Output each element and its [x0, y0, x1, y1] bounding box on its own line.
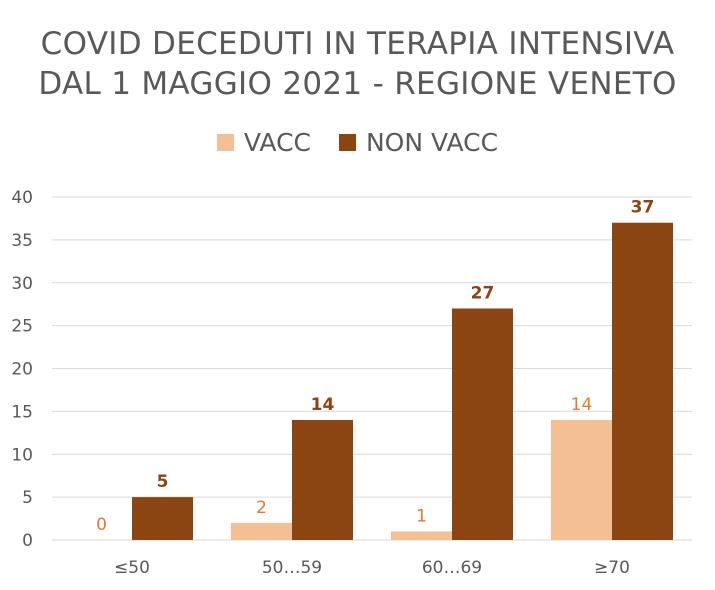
- data-label-vacc: 1: [416, 506, 427, 526]
- bar-nonvacc: [132, 497, 193, 540]
- data-label-nonvacc: 5: [157, 472, 169, 492]
- x-tick-label: 60…69: [422, 558, 482, 578]
- legend-swatch-nonvacc: [338, 134, 356, 151]
- y-tick-label: 35: [11, 231, 33, 251]
- chart-title: COVID DECEDUTI IN TERAPIA INTENSIVA: [40, 26, 675, 62]
- y-tick-label: 40: [11, 188, 33, 208]
- bar-nonvacc: [292, 419, 353, 540]
- data-label-vacc: 0: [96, 515, 107, 535]
- legend-item-vacc: VACC: [216, 128, 311, 157]
- bar-vacc: [391, 531, 452, 540]
- bar-nonvacc: [452, 308, 513, 540]
- bar-vacc: [231, 522, 292, 540]
- y-tick-label: 20: [11, 360, 33, 380]
- y-tick-label: 5: [22, 488, 33, 508]
- y-tick-label: 25: [11, 317, 33, 337]
- data-label-vacc: 2: [256, 498, 267, 518]
- legend-label-nonvacc: NON VACC: [365, 128, 499, 157]
- y-tick-label: 0: [22, 531, 33, 551]
- legend-swatch-vacc: [216, 134, 234, 151]
- data-label-nonvacc: 14: [311, 395, 335, 415]
- data-label-nonvacc: 27: [471, 283, 495, 303]
- bar-vacc: [551, 419, 612, 540]
- y-tick-label: 30: [11, 274, 33, 294]
- chart-subtitle: DAL 1 MAGGIO 2021 - REGIONE VENETO: [38, 66, 677, 102]
- y-tick-label: 15: [11, 402, 33, 422]
- data-label-nonvacc: 37: [631, 198, 655, 218]
- legend-item-nonvacc: NON VACC: [338, 128, 499, 157]
- legend: VACC NON VACC: [0, 128, 715, 157]
- y-tick-label: 10: [11, 445, 33, 465]
- x-tick-label: ≥70: [594, 558, 630, 578]
- x-tick-label: 50…59: [262, 558, 322, 578]
- bar-nonvacc: [612, 222, 673, 540]
- data-label-vacc: 14: [571, 395, 593, 415]
- legend-label-vacc: VACC: [243, 128, 311, 157]
- x-tick-label: ≤50: [114, 558, 150, 578]
